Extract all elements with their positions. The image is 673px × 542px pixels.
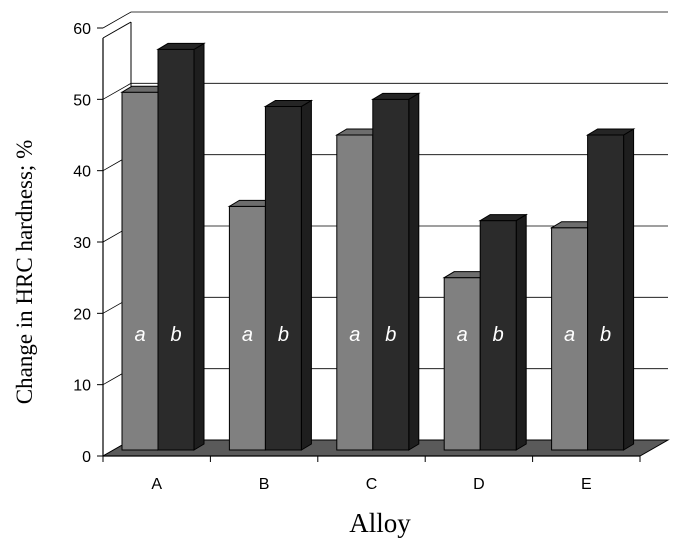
- gridline: [102, 11, 668, 29]
- bar-front: [228, 205, 266, 451]
- x-tick-label: C: [366, 476, 378, 493]
- bar: [370, 92, 421, 451]
- bar-side: [300, 99, 312, 451]
- bar-side: [623, 128, 635, 451]
- bar-front: [336, 134, 374, 451]
- x-tick-label: A: [151, 476, 162, 493]
- bar-side: [193, 42, 205, 451]
- bar-top: [478, 214, 529, 222]
- bar-front: [157, 48, 195, 451]
- bar-front: [551, 227, 589, 451]
- bar-side: [408, 92, 420, 451]
- y-tick-label: 0: [82, 449, 91, 466]
- axes: [97, 27, 641, 462]
- bar-series-label: a: [564, 324, 575, 346]
- bar-front: [121, 91, 159, 451]
- bar-front: [372, 98, 410, 451]
- bar-top: [156, 42, 206, 50]
- bar: [263, 99, 314, 451]
- y-tick-labels: 0 10 20 30 40 50 60: [73, 21, 91, 466]
- gridline: [102, 82, 668, 100]
- bar-series-label: a: [242, 324, 253, 346]
- bar-series-label: a: [457, 324, 468, 346]
- bar-front: [443, 277, 481, 451]
- x-tick-label: B: [259, 476, 270, 493]
- bar-series-label: b: [600, 324, 611, 346]
- y-tick-label: 60: [73, 21, 91, 38]
- y-axis-title: Change in HRC hardness; %: [12, 140, 37, 404]
- y-tick-label: 40: [73, 164, 91, 181]
- bar-series-label: b: [493, 324, 504, 346]
- bar-series-label: a: [349, 324, 360, 346]
- bar-front: [479, 220, 517, 451]
- bar-series-label: b: [278, 324, 289, 346]
- bar-series-label: b: [385, 324, 396, 346]
- bars: [120, 42, 636, 451]
- bar-series-label: a: [134, 324, 145, 346]
- bar-side: [515, 213, 527, 451]
- y-tick-label: 10: [73, 378, 91, 395]
- x-tick-label: D: [473, 476, 485, 493]
- x-tick-labels: A B C D E: [151, 476, 591, 493]
- y-tick-label: 30: [73, 235, 91, 252]
- bar: [156, 42, 206, 451]
- x-axis-title: Alloy: [349, 508, 411, 538]
- bar-top: [370, 92, 421, 100]
- y-tick-label: 50: [73, 92, 91, 109]
- x-tick-label: E: [581, 476, 592, 493]
- bar-front: [587, 134, 625, 451]
- bar-top: [585, 128, 636, 136]
- bar-series-label: b: [170, 324, 181, 346]
- bar: [585, 128, 636, 451]
- bar: [478, 213, 529, 451]
- bar-front: [264, 105, 302, 451]
- top-left-depth-edge: [102, 21, 132, 39]
- bar-top: [263, 99, 314, 107]
- y-tick-label: 20: [73, 306, 91, 323]
